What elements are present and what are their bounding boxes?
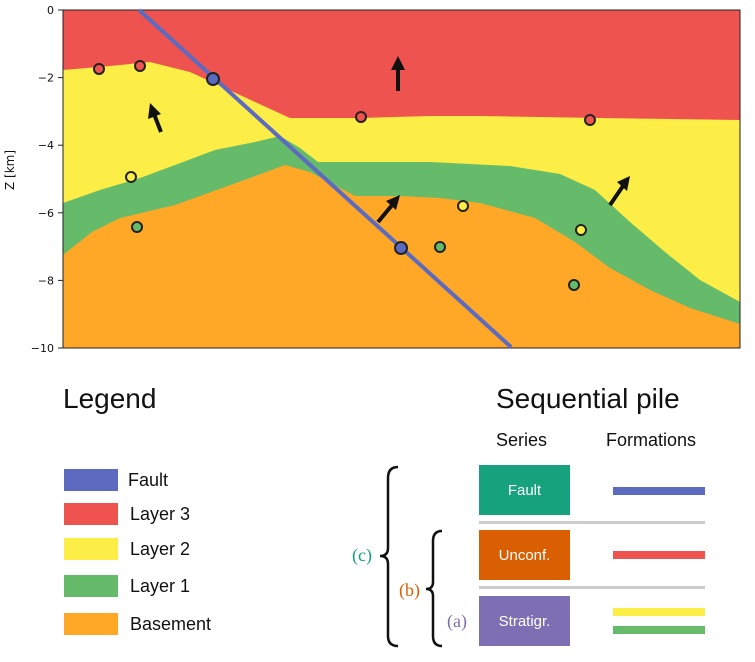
y-tick-label: −10 (31, 342, 54, 355)
series-fault: Fault (479, 465, 570, 515)
formations-header: Formations (606, 430, 697, 450)
arrow-icon (376, 195, 400, 224)
formation-layer1-line (613, 626, 705, 634)
series-separator (479, 586, 705, 589)
formation-fault-line (613, 487, 705, 495)
layer2-point (457, 200, 469, 212)
legend-title: Legend (63, 383, 157, 414)
layer3-point (134, 60, 146, 72)
layer2-point (575, 224, 587, 236)
layer1-point (434, 241, 446, 253)
layer1-point (131, 221, 143, 233)
section-frame (62, 9, 741, 349)
pile-title: Sequential pile (496, 383, 680, 414)
y-tick-label: −8 (38, 274, 54, 287)
fault-point (206, 72, 220, 86)
fault-point (394, 241, 408, 255)
fault-line (137, 8, 513, 349)
legend-item-fault: Fault (64, 469, 168, 491)
orientation-arrows (148, 56, 630, 224)
brace-c-icon (379, 465, 399, 648)
legend-swatch (64, 469, 118, 491)
legend-item-layer1: Layer 1 (64, 575, 190, 597)
y-tick-label: 0 (47, 4, 54, 17)
layer2-point (125, 171, 137, 183)
legend-label: Layer 2 (130, 538, 191, 559)
legend-swatch (64, 613, 118, 635)
arrow-icon (608, 176, 630, 207)
series-separator (479, 521, 705, 524)
arrow-icon (148, 103, 163, 133)
formation-layer3-line (613, 551, 705, 559)
legend-label: Layer 3 (130, 503, 191, 524)
legend-swatch (64, 503, 118, 525)
formation-layer2-line (613, 608, 705, 616)
layer3-point (93, 63, 105, 75)
legend-item-layer2: Layer 2 (64, 538, 190, 560)
legend-item-basement: Basement (64, 613, 211, 635)
legend-swatch (64, 538, 118, 560)
legend-label: Basement (130, 613, 212, 634)
y-axis-label: Z [km] (3, 150, 17, 190)
brace-label-c: (c) (352, 545, 372, 565)
y-tick-label: −2 (38, 72, 54, 85)
legend-swatch (64, 575, 118, 597)
series-stratigraphic: Stratigr. (479, 596, 570, 646)
brace-label-a: (a) (447, 611, 467, 631)
brace-b-icon (425, 529, 443, 648)
y-tick-label: −4 (38, 139, 54, 152)
layer1-point (568, 279, 580, 291)
cross-section: 0 −2 −4 −6 −8 −10 Z [km] (3, 4, 741, 355)
legend-label: Layer 1 (130, 575, 191, 596)
legend-item-layer3: Layer 3 (64, 503, 190, 525)
layer3-point (584, 114, 596, 126)
arrow-icon (391, 56, 405, 91)
y-tick-label: −6 (38, 207, 54, 220)
legend-label: Fault (128, 469, 169, 490)
layer3-point (355, 111, 367, 123)
series-unconformity: Unconf. (479, 530, 570, 580)
series-header: Series (496, 430, 548, 450)
y-axis: 0 −2 −4 −6 −8 −10 Z [km] (3, 4, 63, 355)
brace-label-b: (b) (399, 580, 420, 600)
data-points (93, 60, 596, 291)
